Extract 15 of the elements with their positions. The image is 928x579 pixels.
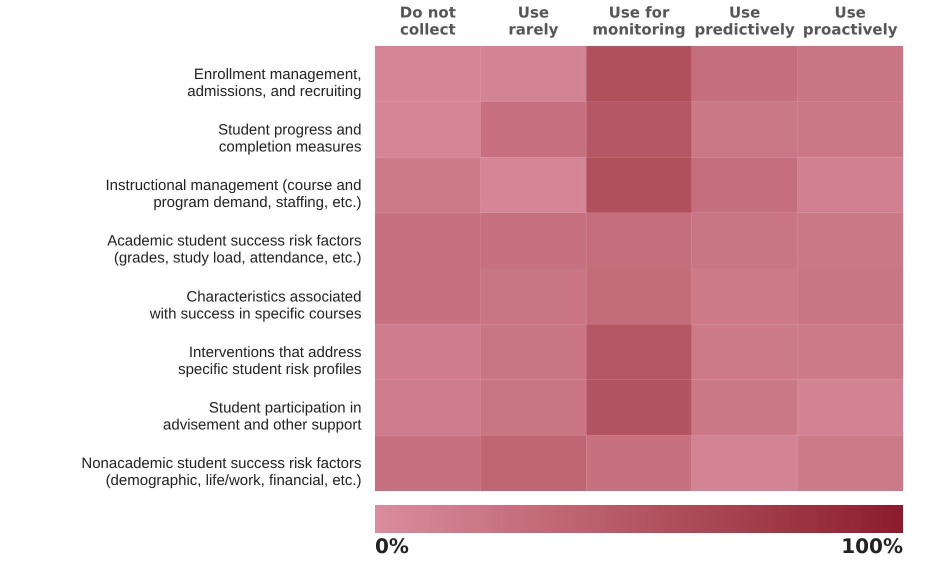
y-tick-label: Academic student success risk factors (grades, study load, attendance, etc.): [107, 232, 362, 267]
y-tick-label: Student progress and completion measures: [218, 121, 362, 156]
y-tick-label: Student participation in advisement and other support: [163, 400, 362, 434]
y-tick-label: Interventions that address specific student risk profiles: [178, 344, 362, 378]
color-bar-label: 100%: [841, 534, 903, 558]
x-tick-label: Use predictively: [694, 4, 795, 38]
x-tick-label: Do not collect: [400, 4, 456, 38]
y-tick-label: Characteristics associated with success in specific courses: [148, 288, 362, 322]
color-bar-label: 0%: [375, 534, 409, 558]
y-tick-label: Instructional management (course and program demand, staffing, etc.): [106, 177, 362, 212]
y-tick-label: Nonacademic student success risk factors (demographic, life/work, financial, etc.): [81, 455, 362, 490]
y-tick-label: Enrollment management, admissions, and recruiting: [187, 66, 362, 100]
x-tick-label: Use proactively: [802, 4, 898, 38]
x-tick-label: Use rarely: [508, 4, 559, 38]
x-tick-label: Use for monitoring: [592, 4, 686, 38]
